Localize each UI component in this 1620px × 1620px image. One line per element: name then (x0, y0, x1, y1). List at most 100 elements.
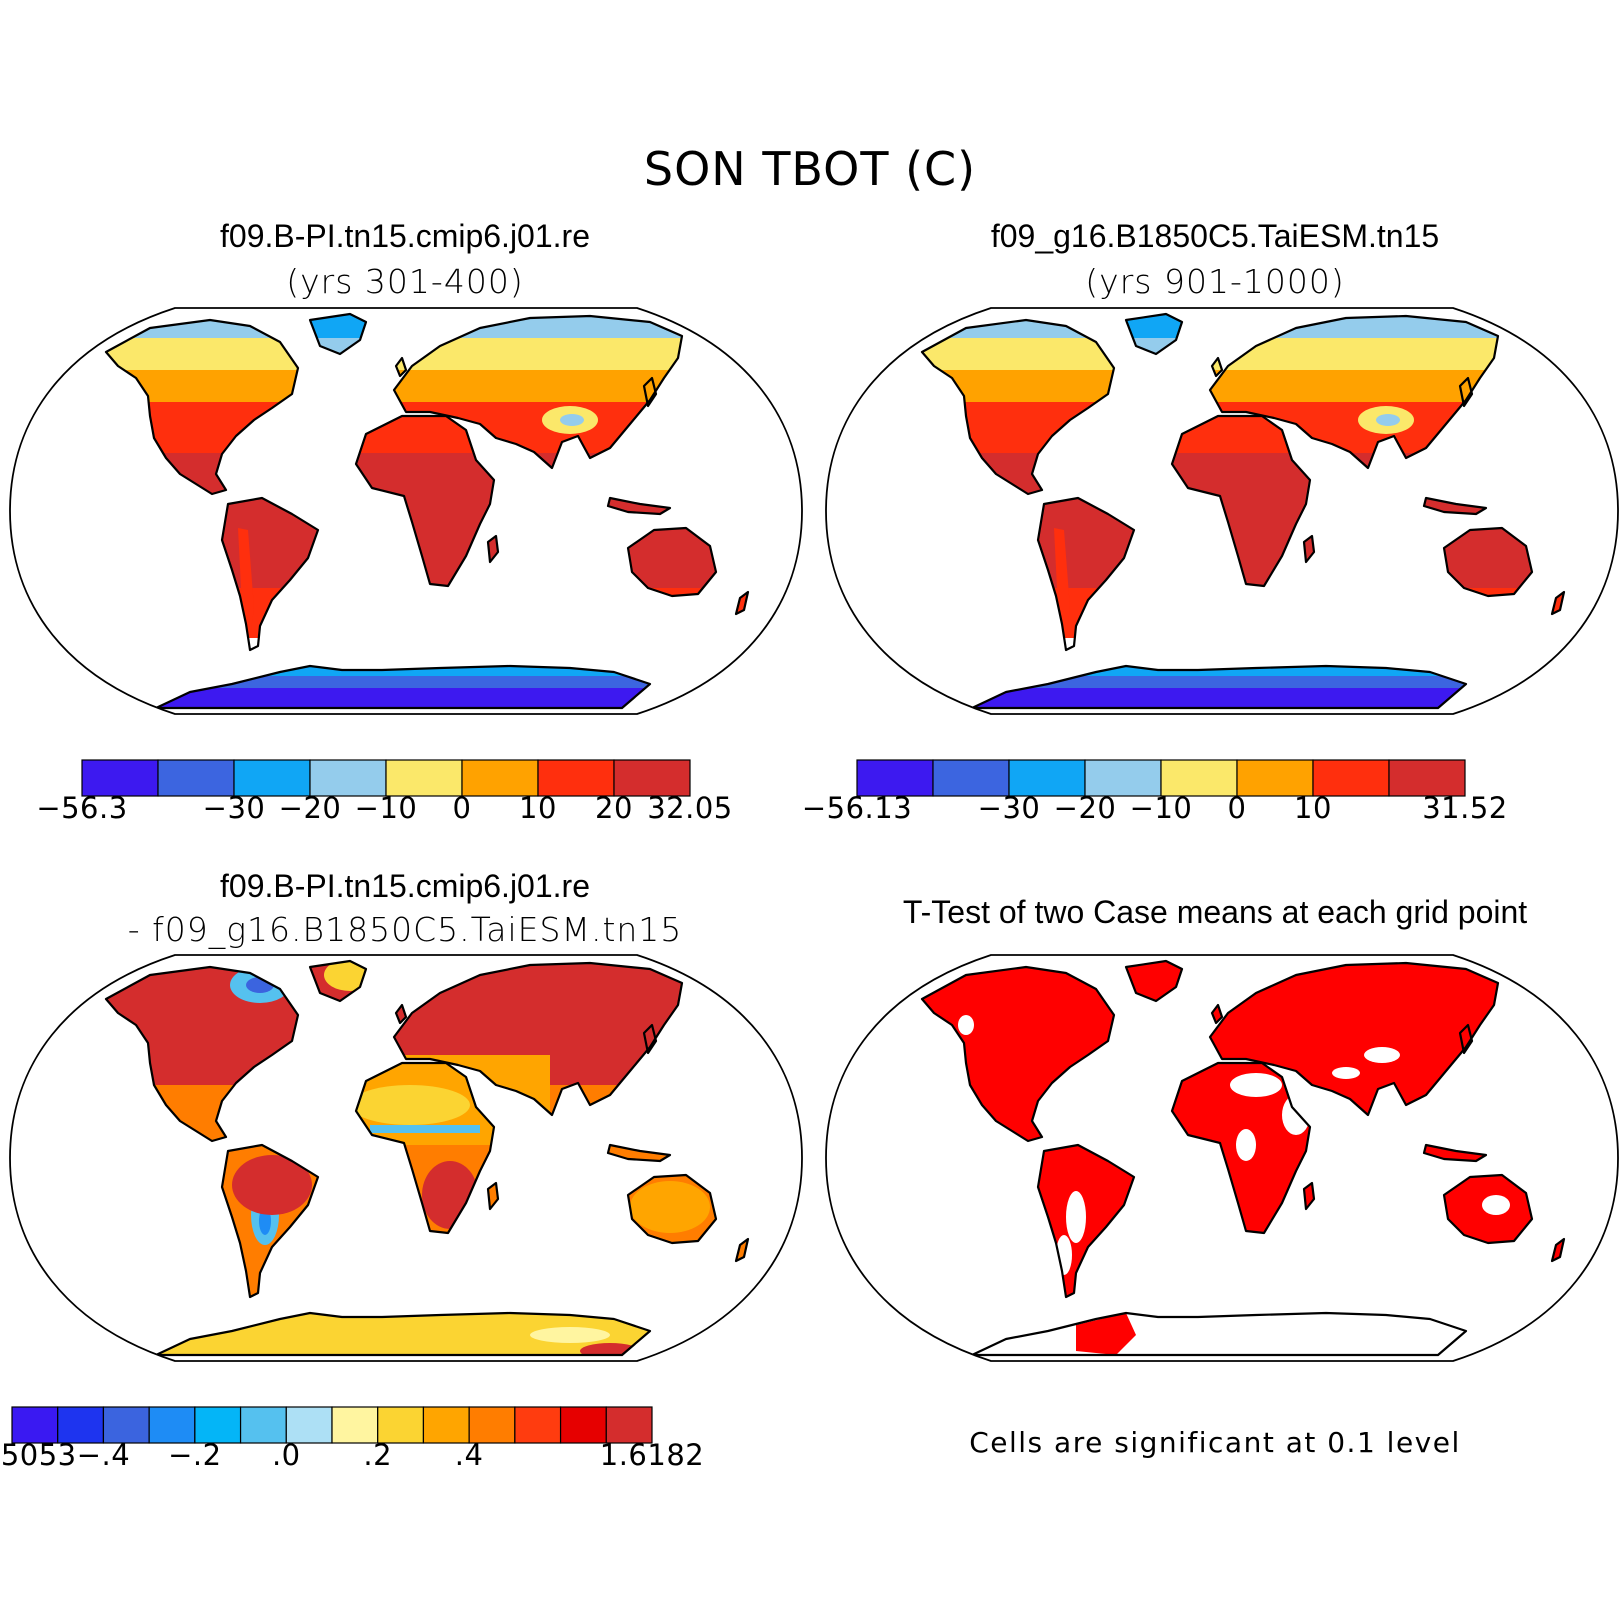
coastline-japan (1458, 376, 1474, 408)
coastline-australia (1442, 526, 1534, 598)
coastline-antarctica (154, 1311, 652, 1357)
coastline-indonesia (1422, 1143, 1488, 1163)
colorbar-tick-label: −10 (355, 791, 418, 825)
colorbar-segment (537, 759, 615, 797)
colorbar-tick-label: .0 (272, 1438, 301, 1472)
colorbar-tick-label: −.4 (77, 1438, 130, 1472)
coastline-namerica (920, 318, 1116, 496)
coastline-nz (734, 1237, 750, 1263)
coastline-greenland (308, 312, 368, 356)
map-border (825, 954, 1619, 1362)
colorbar-tick-label: 0 (1228, 791, 1247, 825)
colorbar-segment (613, 759, 691, 797)
colorbar-tick-label: .4 (455, 1438, 484, 1472)
coastline-indonesia (1422, 496, 1488, 516)
colorbar-tick-label: −20 (1054, 791, 1117, 825)
colorbar-segment (385, 759, 463, 797)
colorbar-segment (1160, 759, 1238, 797)
coastline-eurasia (1208, 961, 1500, 1117)
coastline-antarctica (970, 664, 1468, 710)
coastline-namerica (104, 318, 300, 496)
coastline-samerica (1036, 1143, 1136, 1299)
coastline-australia (626, 1173, 718, 1245)
colorbar-tick-label: −20 (279, 791, 342, 825)
coastline-antarctica (154, 664, 652, 710)
coastline-africa (354, 1061, 496, 1235)
coastline-uk (1210, 1003, 1224, 1025)
colorbar-segment (461, 759, 539, 797)
colorbar-segment (194, 1406, 242, 1444)
colorbar-case1: −56.3 −30 −20 −10 0 10 20 32.05 (36, 759, 733, 825)
colorbar-case2: −56.13 −30 −20 −10 0 10 31.52 (802, 759, 1508, 825)
coastline-greenland (1124, 312, 1184, 356)
panel-title-ttest: T-Test of two Case means at each grid po… (902, 894, 1528, 930)
coastline-africa (1170, 414, 1312, 588)
panel-title-case1: f09.B-PI.tn15.cmip6.j01.re (220, 218, 590, 254)
coastline-africa (1170, 1061, 1312, 1235)
map-ttest (825, 954, 1619, 1362)
colorbar-segment (233, 759, 311, 797)
colorbar-tick-label: −10 (1130, 791, 1193, 825)
coastline-indonesia (606, 496, 672, 516)
colorbar-tick-label: 20 (595, 791, 633, 825)
coastline-greenland (308, 959, 368, 1003)
coastline-indonesia (606, 1143, 672, 1163)
coastline-eurasia (1208, 314, 1500, 470)
colorbar-segment (1388, 759, 1466, 797)
coastline-antarctica (970, 1311, 1468, 1357)
colorbar-tick-label: −30 (978, 791, 1041, 825)
coastline-australia (1442, 1173, 1534, 1245)
colorbar-segment (605, 1406, 653, 1444)
panel-subtitle-case1: (yrs 301-400) (286, 262, 524, 301)
coastline-samerica (220, 496, 320, 652)
colorbar-segment (1236, 759, 1314, 797)
coastline-nz (1550, 1237, 1566, 1263)
coastline-uk (1210, 356, 1224, 378)
colorbar-segment (514, 1406, 562, 1444)
map-difference (9, 954, 803, 1362)
figure-title: SON TBOT (C) (643, 142, 977, 196)
colorbar-tick-label: 31.52 (1422, 791, 1508, 825)
colorbar-tick-label: 32.05 (647, 791, 733, 825)
panel-subtitle-difference: - f09_g16.B1850C5.TaiESM.tn15 (127, 910, 683, 949)
coastline-madagascar (486, 534, 500, 564)
map-border (825, 307, 1619, 715)
coastline-greenland (1124, 959, 1184, 1003)
colorbar-segment (1084, 759, 1162, 797)
colorbar-tick-label: −30 (203, 791, 266, 825)
colorbar-segment (1312, 759, 1390, 797)
coastline-uk (394, 1003, 408, 1025)
map-case2 (825, 307, 1619, 715)
colorbar-tick-label: 10 (1294, 791, 1332, 825)
colorbar-segment (102, 1406, 150, 1444)
colorbar-tick-label: 0 (453, 791, 472, 825)
colorbar-segment (309, 759, 387, 797)
coastline-nz (1550, 590, 1566, 616)
coastline-namerica (920, 965, 1116, 1143)
colorbar-tick-label: −1.5053 (0, 1438, 77, 1472)
colorbar-tick-label: .2 (363, 1438, 392, 1472)
coastline-eurasia (392, 961, 684, 1117)
coastline-namerica (104, 965, 300, 1143)
colorbar-tick-label: 10 (519, 791, 557, 825)
colorbar-tick-label: −56.3 (36, 791, 127, 825)
coastline-australia (626, 526, 718, 598)
coastline-uk (394, 356, 408, 378)
colorbar-segment (331, 1406, 379, 1444)
coastline-madagascar (1302, 534, 1316, 564)
coastline-nz (734, 590, 750, 616)
colorbar-segment (148, 1406, 196, 1444)
colorbar-segment (11, 1406, 59, 1444)
coastline-africa (354, 414, 496, 588)
coastline-japan (642, 376, 658, 408)
colorbar-segment (377, 1406, 425, 1444)
colorbar-tick-label: −.2 (168, 1438, 221, 1472)
colorbar-segment (81, 759, 159, 797)
colorbar-segment (559, 1406, 607, 1444)
coastline-madagascar (486, 1181, 500, 1211)
coastline-japan (1458, 1023, 1474, 1055)
coastline-samerica (220, 1143, 320, 1299)
colorbar-tick-label: 1.6182 (600, 1438, 704, 1472)
colorbar-segment (932, 759, 1010, 797)
colorbar-segment (856, 759, 934, 797)
